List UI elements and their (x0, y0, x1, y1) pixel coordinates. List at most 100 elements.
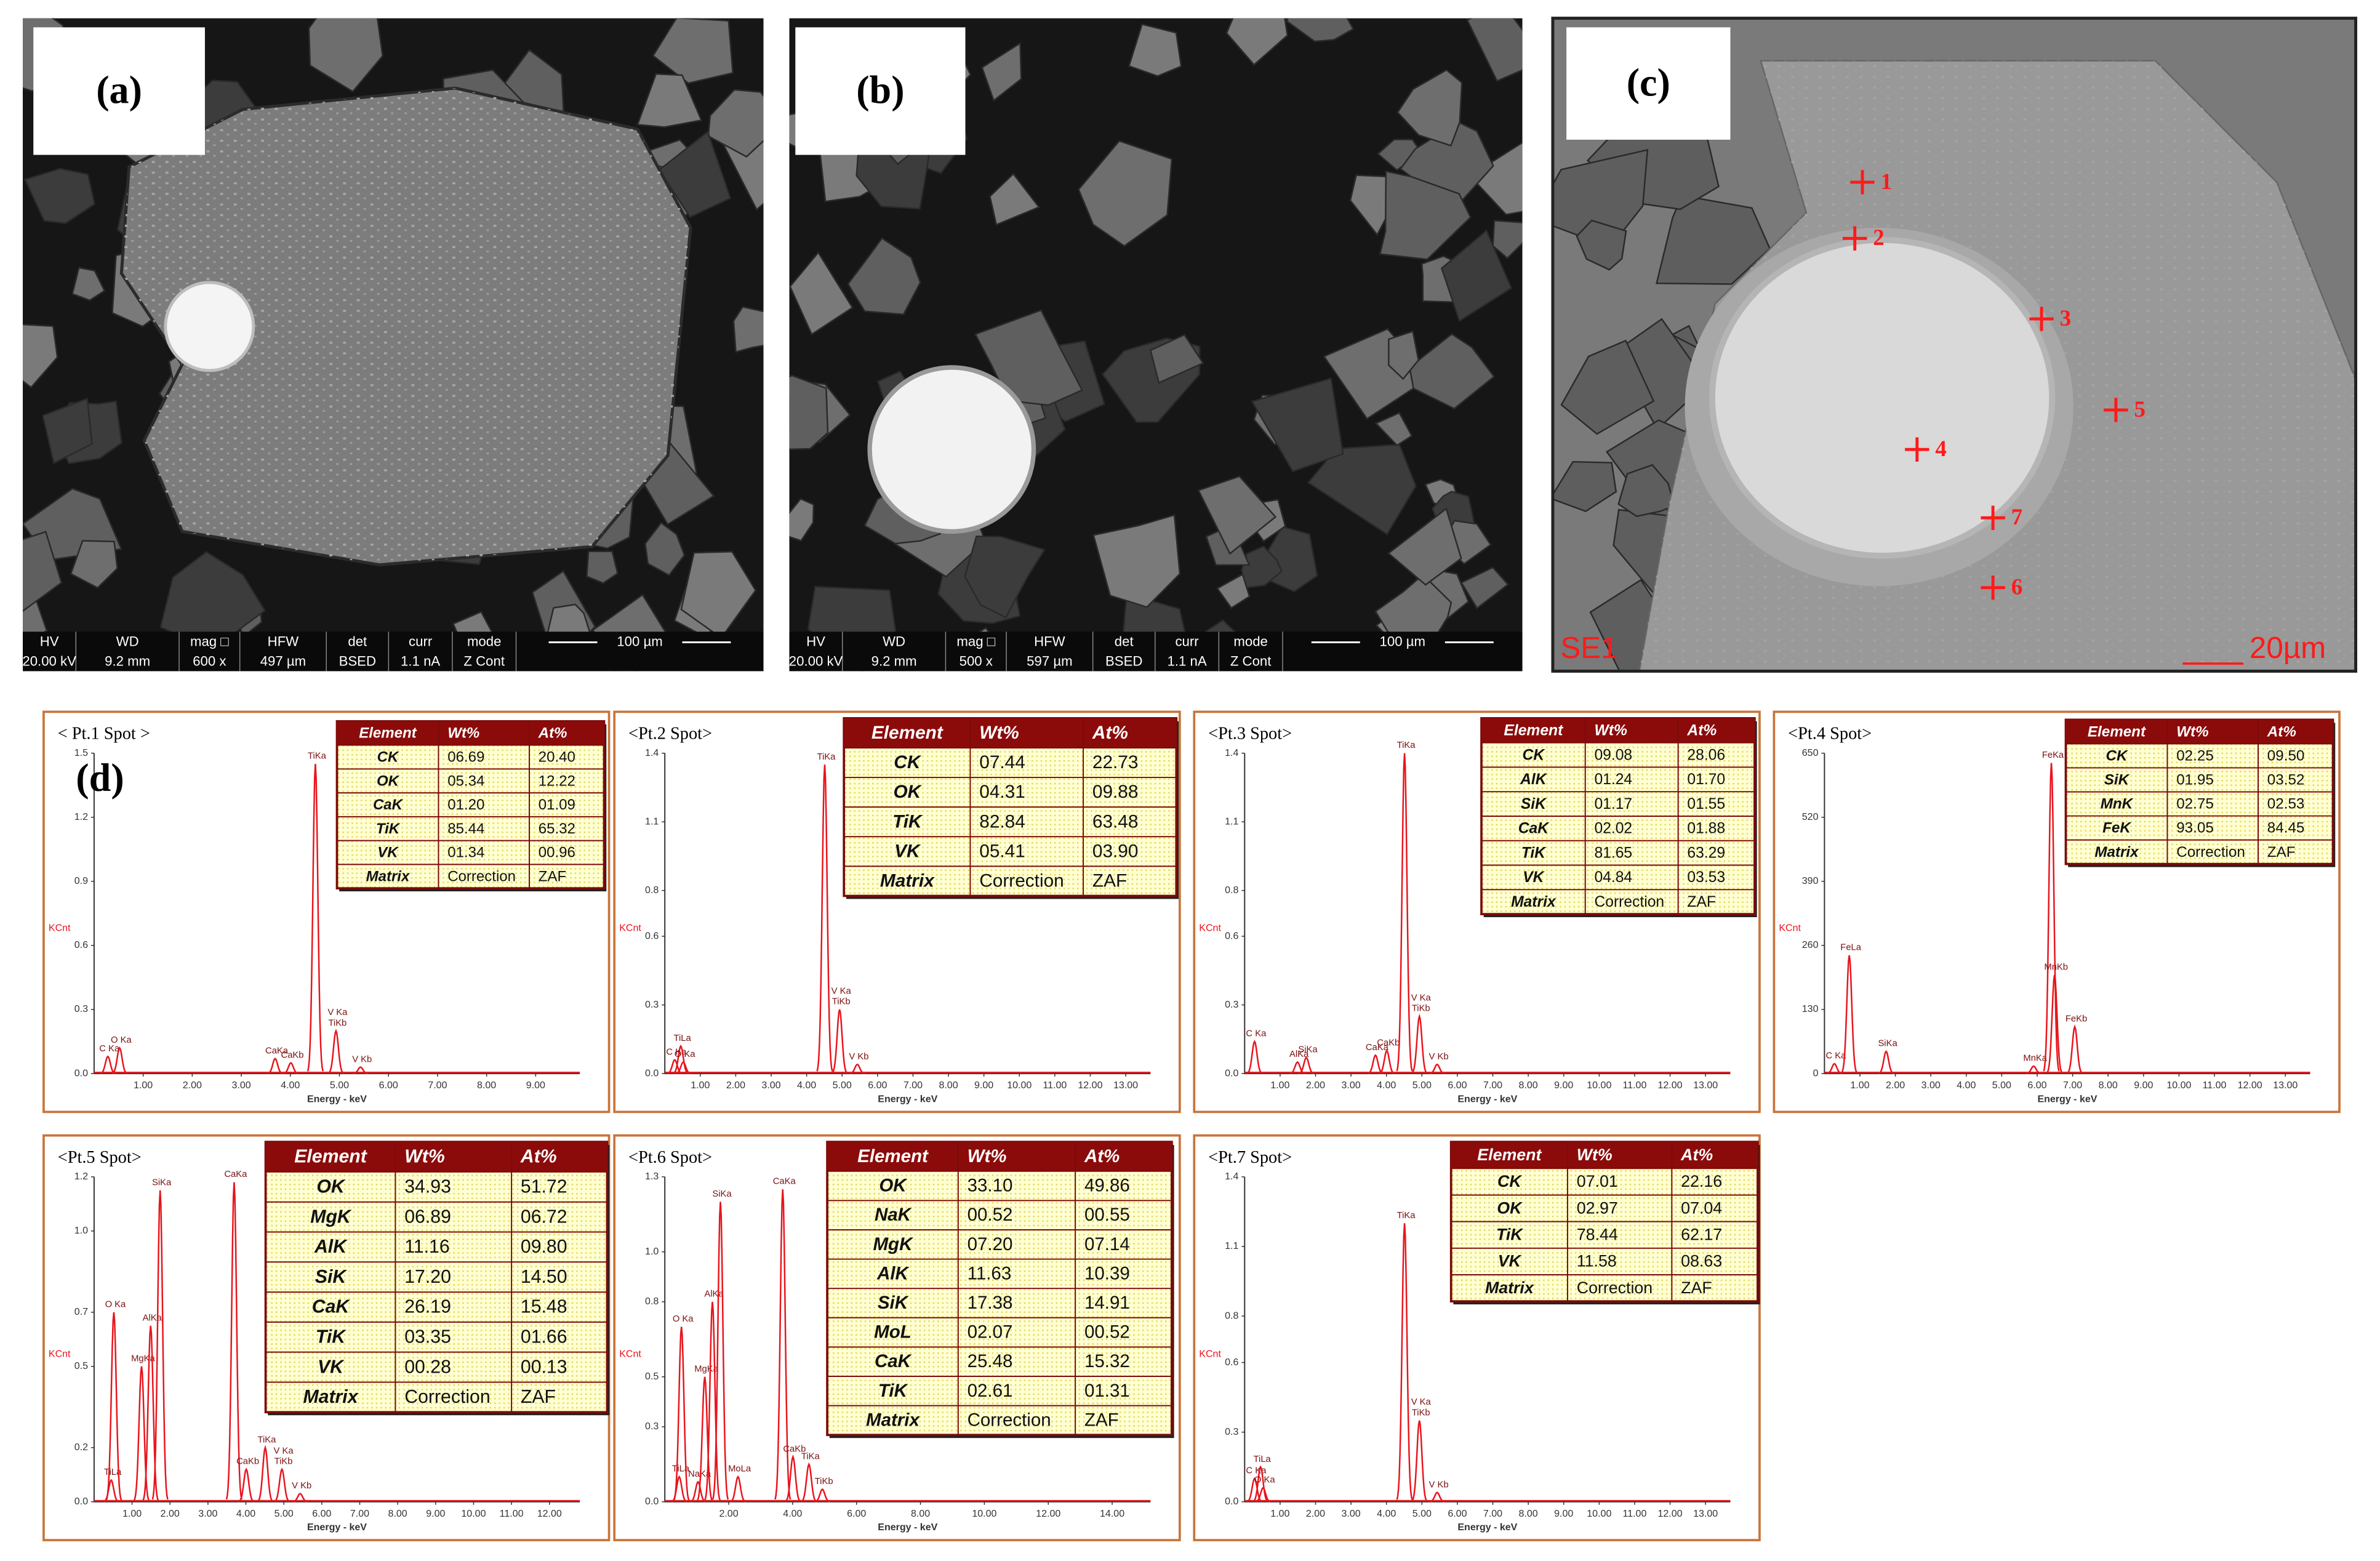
x-tick-label: 6.00 (312, 1508, 331, 1519)
peak-label: TiKb (1412, 1408, 1430, 1418)
table-value-cell: 02.97 (1577, 1198, 1618, 1217)
table-element-cell: CaK (373, 797, 404, 813)
x-tick-label: 6.00 (1448, 1080, 1467, 1091)
spectrum-peak (292, 1493, 308, 1503)
table-element-cell: OK (316, 1177, 346, 1197)
x-axis-label: Energy - keV (1457, 1093, 1517, 1104)
table-value-cell: 06.89 (404, 1206, 451, 1227)
table-value-cell: 17.38 (968, 1293, 1013, 1313)
table-header-cell: Element (2088, 723, 2146, 740)
composition-table: Element Wt% At% CK 07.44 22.73 OK 04.31 09.88 TiK… (843, 717, 1179, 899)
table-header-cell: At% (538, 725, 567, 742)
table-value-cell: 03.53 (1687, 869, 1725, 886)
peak-label: O Ka (105, 1299, 126, 1309)
peak-label: O Ka (1254, 1475, 1275, 1485)
table-value-cell: 01.17 (1594, 796, 1632, 813)
spectrum-peak (1841, 955, 1858, 1073)
spectrum-peak (1368, 1054, 1384, 1075)
table-value-cell: 00.13 (521, 1357, 567, 1377)
table-value-cell: 01.66 (521, 1326, 567, 1347)
table-value-cell: 15.32 (1084, 1351, 1130, 1371)
particle (1576, 219, 1627, 271)
peak-label: FeLa (1840, 942, 1861, 952)
analysis-point (1981, 575, 2005, 600)
particle (71, 267, 106, 302)
peak-label: V Kb (849, 1052, 868, 1062)
info-value: 1.1 nA (1167, 653, 1206, 668)
peak-label: V Ka (1411, 1397, 1432, 1407)
table-element-cell: CaK (1518, 821, 1550, 837)
spectrum-peak (675, 1061, 691, 1075)
y-axis-label: KCnt (1199, 923, 1221, 934)
table-value-cell: 22.16 (1681, 1172, 1722, 1190)
table-header-cell: Element (294, 1147, 368, 1167)
info-bar: HV 20.00 kV WD 9.2 mm mag □ 600 x HFW 497 µm det… (23, 632, 764, 672)
x-tick-label: 8.00 (939, 1080, 958, 1091)
table-value-cell: 78.44 (1577, 1226, 1618, 1244)
point-label: 6 (2011, 575, 2022, 600)
spectrum-panel: <Pt.4 Spot> 0 130 260 390 520 650 1.00 2.00 3.00 4… (1773, 710, 2341, 1114)
table-header-bg (844, 718, 1177, 748)
spectrum-peak (1246, 1477, 1263, 1503)
spectrum-peak (2025, 1065, 2041, 1075)
table-value-cell: 05.41 (979, 841, 1025, 861)
table-value-cell: 93.05 (2176, 820, 2214, 837)
x-tick-label: 2.00 (1306, 1508, 1325, 1519)
table-value-cell: 02.53 (2267, 796, 2305, 813)
spectrum-panel: <Pt.6 Spot> 0.0 0.3 0.5 0.8 1.0 1.3 2.00 4.00 6.0… (613, 1134, 1181, 1541)
table-element-cell: Matrix (2094, 844, 2139, 861)
table-value-cell: ZAF (1687, 894, 1716, 910)
particle (1656, 195, 1771, 285)
x-tick-label: 8.00 (388, 1508, 407, 1519)
table-header-bg (1481, 718, 1755, 743)
x-tick-label: 3.00 (231, 1080, 250, 1091)
table-value-cell: 07.44 (979, 752, 1025, 772)
panel-label: (b) (856, 68, 904, 112)
table-value-cell: 00.55 (1084, 1205, 1130, 1225)
table-value-cell: 11.63 (968, 1263, 1012, 1283)
particle (1460, 566, 1509, 609)
y-tick-label: 0.8 (645, 1296, 659, 1307)
x-tick-label: 9.00 (426, 1508, 445, 1519)
y-tick-label: 0.8 (1225, 1310, 1238, 1321)
point-label: 4 (1935, 436, 1946, 462)
spectrum-peak (690, 1480, 706, 1503)
x-axis-label: Energy - keV (1457, 1522, 1517, 1533)
info-header: mag □ (190, 633, 229, 649)
particle (989, 172, 1041, 226)
label-box (1566, 27, 1731, 140)
x-tick-label: 4.00 (236, 1508, 255, 1519)
table-value-cell: 11.58 (1577, 1252, 1617, 1270)
x-axis-label: Energy - keV (878, 1093, 937, 1104)
particle (981, 42, 1022, 102)
peak-label: V Ka (831, 986, 852, 996)
table-header-cell: Element (857, 1146, 929, 1166)
spectrum-peak (225, 1182, 242, 1500)
x-tick-label: 13.00 (1693, 1080, 1718, 1091)
panel-label: (a) (96, 68, 142, 112)
table-value-cell: 20.40 (539, 749, 575, 766)
info-bar-background (789, 632, 1523, 672)
table-element-cell: Matrix (366, 868, 411, 885)
spectrum-peak (696, 1376, 713, 1501)
y-tick-label: 0.3 (645, 1421, 659, 1432)
particle (1149, 334, 1204, 384)
point-label: 3 (2060, 306, 2071, 331)
table-value-cell: 03.35 (404, 1326, 451, 1347)
x-tick-label: 3.00 (1921, 1080, 1941, 1091)
y-tick-label: 1.5 (74, 747, 88, 758)
peak-label: C Ka (1246, 1466, 1267, 1476)
y-tick-label: 0 (1813, 1067, 1819, 1078)
peak-label: V Ka (1411, 993, 1432, 1003)
particle (1197, 475, 1277, 555)
spectrum-panel: < Pt.1 Spot > 0.0 0.3 0.6 0.9 1.2 1.5 1.00 2.00 3… (42, 710, 611, 1114)
x-tick-label: 11.00 (1622, 1080, 1646, 1091)
table-element-cell: NaK (875, 1205, 913, 1225)
x-tick-label: 12.00 (1657, 1508, 1682, 1519)
x-tick-label: 10.00 (1007, 1080, 1032, 1091)
x-tick-label: 9.00 (526, 1080, 545, 1091)
table-value-cell: 05.34 (447, 772, 484, 789)
x-tick-label: 12.00 (537, 1508, 562, 1519)
